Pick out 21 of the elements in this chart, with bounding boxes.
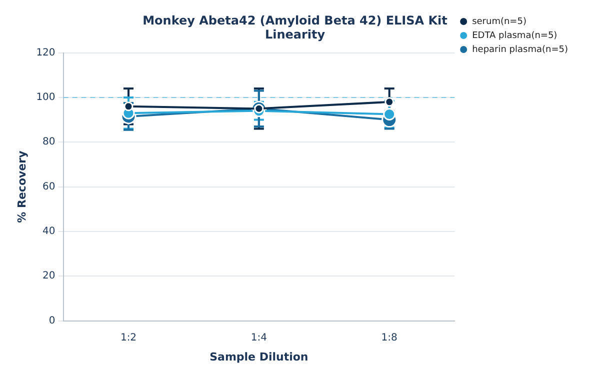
y-tick-label: 0: [48, 315, 56, 326]
x-tick-label: 1:8: [381, 332, 398, 344]
chart-title: Monkey Abeta42 (Amyloid Beta 42) ELISA Kit: [142, 13, 448, 28]
point: [254, 104, 264, 114]
y-tick-label: 40: [42, 226, 56, 238]
y-tick-label: 20: [42, 270, 56, 282]
y-tick-label: 80: [42, 136, 56, 148]
y-tick-label: 120: [36, 47, 56, 58]
legend-label: serum(n=5): [472, 16, 526, 27]
y-tick-label: 60: [42, 181, 56, 192]
point: [383, 108, 396, 120]
point: [124, 102, 134, 112]
point: [384, 97, 394, 107]
y-tick-label: 100: [36, 92, 56, 104]
legend-label: EDTA plasma(n=5): [472, 30, 558, 41]
y-axis-title: % Recovery: [15, 150, 28, 223]
legend-label: heparin plasma(n=5): [472, 44, 568, 55]
x-axis-title: Sample Dilution: [210, 350, 308, 364]
x-tick-label: 1:4: [250, 332, 267, 344]
x-tick-label: 1:2: [120, 332, 137, 344]
chart-subtitle: Linearity: [264, 28, 326, 42]
